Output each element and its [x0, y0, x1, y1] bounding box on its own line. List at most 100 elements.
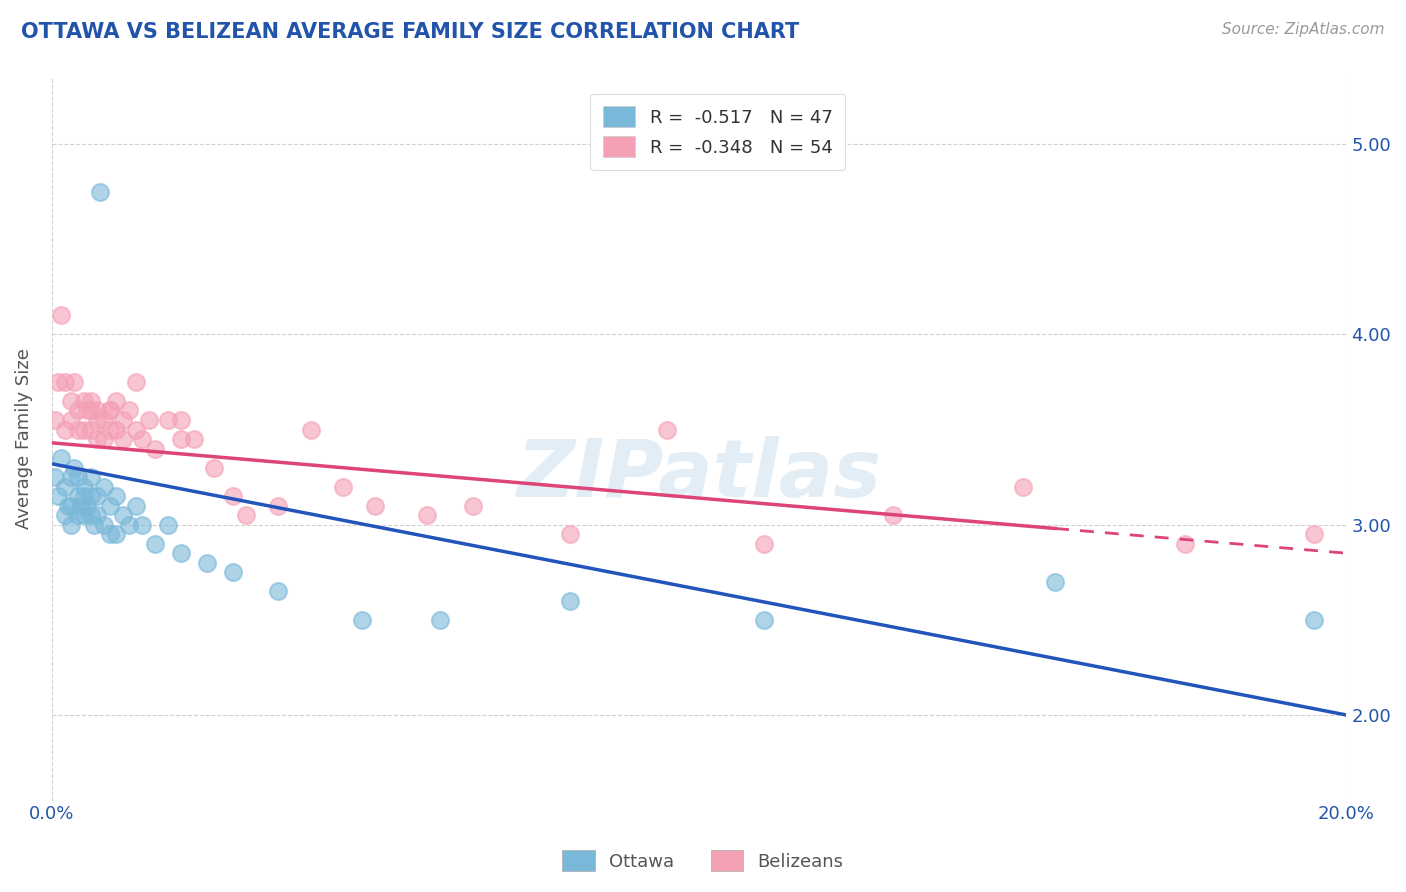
Point	[105, 423, 128, 437]
Point	[170, 413, 193, 427]
Point	[86, 508, 108, 523]
Point	[98, 403, 121, 417]
Point	[299, 423, 322, 437]
Point	[1303, 613, 1326, 627]
Point	[79, 423, 101, 437]
Point	[46, 489, 69, 503]
Point	[267, 584, 290, 599]
Point	[79, 489, 101, 503]
Point	[105, 527, 128, 541]
Point	[202, 460, 225, 475]
Point	[60, 413, 83, 427]
Point	[157, 413, 180, 427]
Point	[752, 613, 775, 627]
Point	[60, 517, 83, 532]
Point	[105, 394, 128, 409]
Point	[111, 413, 134, 427]
Point	[125, 423, 148, 437]
Point	[98, 499, 121, 513]
Text: ZIPatlas: ZIPatlas	[516, 436, 882, 514]
Point	[44, 413, 66, 427]
Point	[86, 403, 108, 417]
Point	[157, 517, 180, 532]
Point	[53, 508, 76, 523]
Point	[73, 423, 96, 437]
Point	[1011, 480, 1033, 494]
Point	[183, 432, 205, 446]
Point	[143, 537, 166, 551]
Point	[170, 546, 193, 560]
Point	[63, 460, 86, 475]
Point	[352, 613, 374, 627]
Point	[416, 508, 439, 523]
Point	[131, 517, 153, 532]
Point	[60, 470, 83, 484]
Point	[118, 403, 141, 417]
Point	[752, 537, 775, 551]
Point	[51, 309, 73, 323]
Point	[53, 423, 76, 437]
Point	[66, 470, 89, 484]
Point	[332, 480, 354, 494]
Y-axis label: Average Family Size: Average Family Size	[15, 349, 32, 530]
Point	[79, 403, 101, 417]
Point	[558, 594, 581, 608]
Point	[79, 394, 101, 409]
Point	[53, 375, 76, 389]
Point	[558, 527, 581, 541]
Text: OTTAWA VS BELIZEAN AVERAGE FAMILY SIZE CORRELATION CHART: OTTAWA VS BELIZEAN AVERAGE FAMILY SIZE C…	[21, 22, 800, 42]
Point	[195, 556, 218, 570]
Point	[66, 423, 89, 437]
Point	[98, 527, 121, 541]
Point	[222, 489, 245, 503]
Point	[76, 403, 98, 417]
Point	[105, 489, 128, 503]
Point	[86, 489, 108, 503]
Point	[170, 432, 193, 446]
Point	[46, 375, 69, 389]
Point	[111, 432, 134, 446]
Point	[267, 499, 290, 513]
Point	[79, 470, 101, 484]
Point	[131, 432, 153, 446]
Point	[76, 499, 98, 513]
Point	[235, 508, 257, 523]
Point	[222, 566, 245, 580]
Legend: Ottawa, Belizeans: Ottawa, Belizeans	[555, 843, 851, 879]
Point	[98, 403, 121, 417]
Point	[1174, 537, 1197, 551]
Point	[655, 423, 678, 437]
Point	[89, 185, 111, 199]
Point	[63, 375, 86, 389]
Point	[83, 517, 105, 532]
Point	[66, 508, 89, 523]
Point	[73, 489, 96, 503]
Point	[143, 442, 166, 456]
Point	[73, 394, 96, 409]
Point	[86, 432, 108, 446]
Point	[56, 499, 79, 513]
Point	[138, 413, 160, 427]
Point	[66, 489, 89, 503]
Point	[53, 480, 76, 494]
Point	[60, 394, 83, 409]
Point	[364, 499, 387, 513]
Point	[93, 480, 115, 494]
Point	[66, 403, 89, 417]
Point	[1303, 527, 1326, 541]
Point	[882, 508, 904, 523]
Point	[93, 432, 115, 446]
Point	[60, 499, 83, 513]
Point	[125, 499, 148, 513]
Point	[51, 451, 73, 466]
Point	[98, 423, 121, 437]
Point	[73, 480, 96, 494]
Point	[79, 508, 101, 523]
Point	[111, 508, 134, 523]
Point	[93, 413, 115, 427]
Point	[93, 517, 115, 532]
Point	[461, 499, 484, 513]
Point	[44, 470, 66, 484]
Point	[73, 508, 96, 523]
Legend: R =  -0.517   N = 47, R =  -0.348   N = 54: R = -0.517 N = 47, R = -0.348 N = 54	[591, 94, 845, 169]
